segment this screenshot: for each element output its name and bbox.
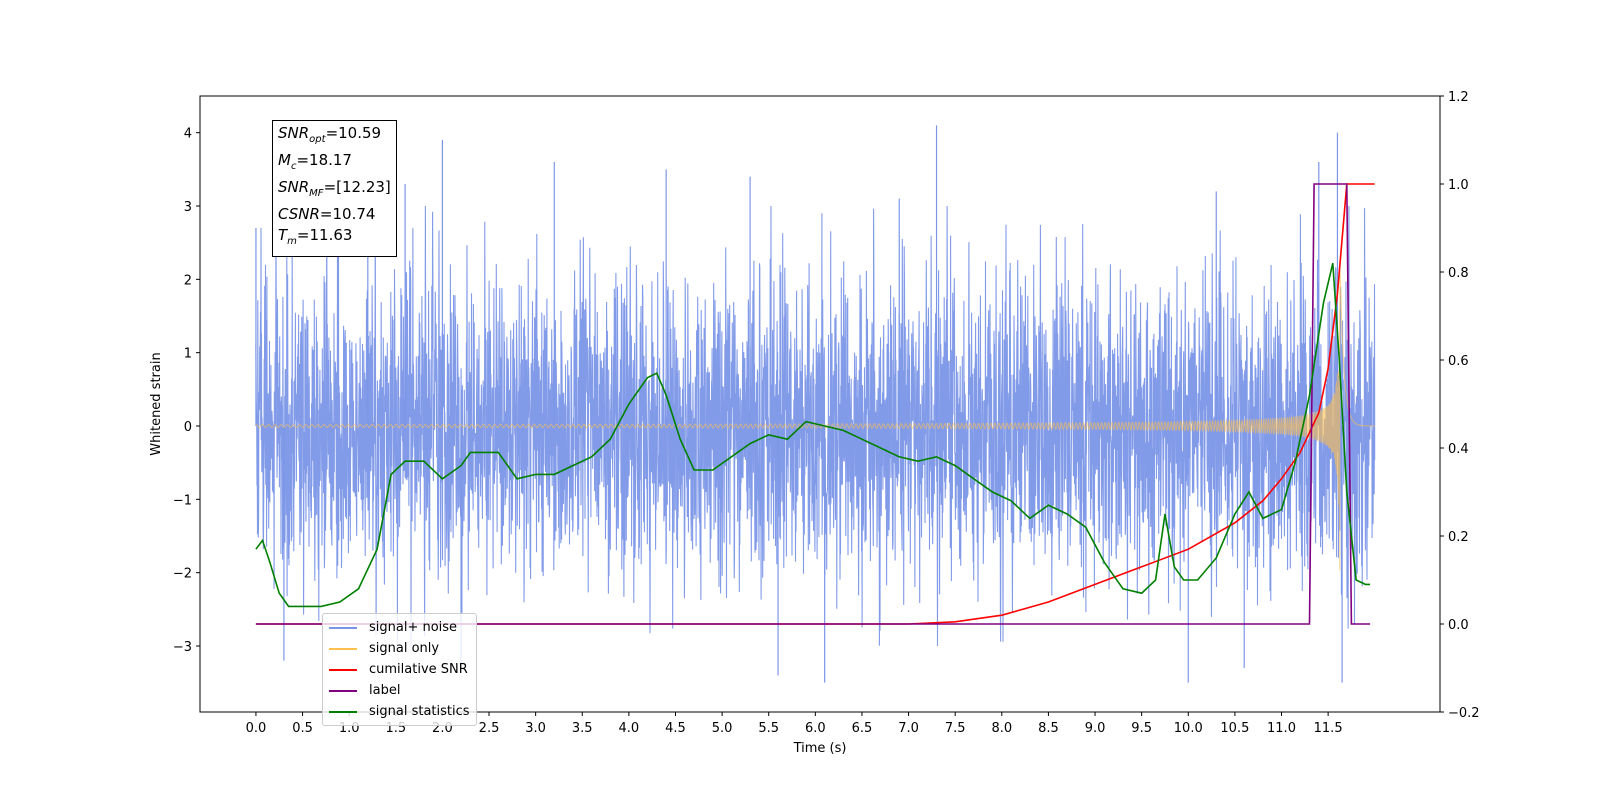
x-tick-label: 8.5 bbox=[1038, 721, 1059, 736]
y2-tick-label: 0.4 bbox=[1448, 442, 1469, 457]
y-tick-label: −3 bbox=[173, 640, 192, 655]
y-axis-label: Whitened strain bbox=[149, 352, 164, 455]
stat-subscript: m bbox=[287, 236, 297, 247]
legend-item-label: label bbox=[329, 680, 470, 701]
series-signal-only bbox=[255, 259, 1375, 571]
x-tick-label: 11.0 bbox=[1267, 721, 1296, 736]
y2-tick-label: 0.8 bbox=[1448, 266, 1469, 281]
x-tick-label: 5.0 bbox=[712, 721, 733, 736]
stat-merger-time: Tm=11.63 bbox=[278, 225, 391, 252]
legend-label: signal only bbox=[369, 641, 440, 656]
stat-value: =18.17 bbox=[296, 151, 352, 169]
legend-swatch bbox=[329, 626, 357, 629]
y2-tick-label: 0.0 bbox=[1448, 618, 1469, 633]
stats-box: SNRopt=10.59 Mc=18.17 SNRMF=[12.23] CSNR… bbox=[272, 120, 397, 257]
y-axis-left: −3 −2 −1 0 1 2 3 4 bbox=[173, 127, 200, 655]
x-tick-label: 0.0 bbox=[246, 721, 267, 736]
stat-symbol: M bbox=[278, 151, 291, 169]
y-tick-label: 4 bbox=[184, 127, 192, 142]
x-tick-label: 9.0 bbox=[1085, 721, 1106, 736]
stat-value: =10.59 bbox=[325, 124, 382, 142]
stat-value: =11.63 bbox=[296, 226, 353, 244]
legend-label: label bbox=[369, 683, 401, 698]
legend-item-signal-statistics: signal statistics bbox=[329, 701, 470, 722]
y-tick-label: 1 bbox=[184, 347, 192, 362]
stat-subscript: MF bbox=[309, 188, 324, 199]
legend-item-cumulative-snr: cumilative SNR bbox=[329, 659, 470, 680]
stat-symbol: T bbox=[278, 226, 288, 244]
y-tick-label: −2 bbox=[173, 567, 192, 582]
y-tick-label: 3 bbox=[184, 200, 192, 215]
legend-swatch bbox=[329, 647, 357, 650]
legend-label: signal statistics bbox=[369, 704, 470, 719]
stat-symbol: CSNR bbox=[278, 205, 320, 223]
x-tick-label: 2.5 bbox=[479, 721, 500, 736]
x-tick-label: 10.0 bbox=[1174, 721, 1203, 736]
x-tick-label: 0.5 bbox=[292, 721, 313, 736]
x-tick-label: 5.5 bbox=[758, 721, 779, 736]
stat-snr-opt: SNRopt=10.59 bbox=[278, 123, 391, 150]
x-tick-label: 10.5 bbox=[1220, 721, 1249, 736]
x-tick-label: 8.0 bbox=[991, 721, 1012, 736]
label-line bbox=[255, 183, 1371, 625]
x-tick-label: 4.5 bbox=[665, 721, 686, 736]
legend-swatch bbox=[329, 710, 357, 713]
stat-value: =[12.23] bbox=[323, 178, 391, 196]
legend-swatch bbox=[329, 668, 357, 671]
y-tick-label: 0 bbox=[184, 420, 192, 435]
stat-csnr: CSNR=10.74 bbox=[278, 204, 391, 225]
x-axis-label: Time (s) bbox=[793, 741, 847, 756]
stat-snr-mf: SNRMF=[12.23] bbox=[278, 177, 391, 204]
x-tick-label: 3.5 bbox=[572, 721, 593, 736]
signal-statistics-line bbox=[255, 263, 1371, 608]
x-tick-label: 6.5 bbox=[852, 721, 873, 736]
series-signal-noise bbox=[255, 125, 1376, 683]
x-tick-label: 11.5 bbox=[1314, 721, 1343, 736]
stat-symbol: SNR bbox=[278, 178, 310, 196]
stat-subscript: c bbox=[290, 161, 297, 172]
stat-symbol: SNR bbox=[278, 124, 310, 142]
y2-tick-label: 0.6 bbox=[1448, 354, 1469, 369]
x-tick-label: 6.0 bbox=[805, 721, 826, 736]
y2-tick-label: 1.0 bbox=[1448, 178, 1469, 193]
y2-tick-label: −0.2 bbox=[1448, 706, 1480, 721]
legend-swatch bbox=[329, 689, 357, 692]
x-tick-label: 7.0 bbox=[898, 721, 919, 736]
legend-item-signal-only: signal only bbox=[329, 638, 470, 659]
axes-frame bbox=[199, 95, 1441, 713]
legend-item-signal-noise: signal+ noise bbox=[329, 617, 470, 638]
plot-area bbox=[255, 125, 1376, 683]
x-tick-label: 3.0 bbox=[525, 721, 546, 736]
stat-chirp-mass: Mc=18.17 bbox=[278, 150, 391, 177]
y2-tick-label: 1.2 bbox=[1448, 90, 1469, 105]
x-tick-label: 9.5 bbox=[1131, 721, 1152, 736]
stat-value: =10.74 bbox=[319, 205, 376, 223]
y-tick-label: 2 bbox=[184, 273, 192, 288]
signal-only-trace bbox=[255, 259, 1375, 571]
y-tick-label: −1 bbox=[173, 493, 192, 508]
legend: signal+ noise signal only cumilative SNR… bbox=[322, 613, 477, 726]
legend-label: cumilative SNR bbox=[369, 662, 468, 677]
y-axis-right: −0.2 0.0 0.2 0.4 0.6 0.8 1.0 1.2 bbox=[1440, 90, 1480, 721]
legend-label: signal+ noise bbox=[369, 620, 458, 635]
cumulative-snr-line bbox=[255, 183, 1375, 625]
x-tick-label: 4.0 bbox=[619, 721, 640, 736]
x-tick-label: 7.5 bbox=[945, 721, 966, 736]
right-axis-series bbox=[255, 183, 1375, 625]
stat-subscript: opt bbox=[309, 134, 326, 145]
y2-tick-label: 0.2 bbox=[1448, 530, 1469, 545]
